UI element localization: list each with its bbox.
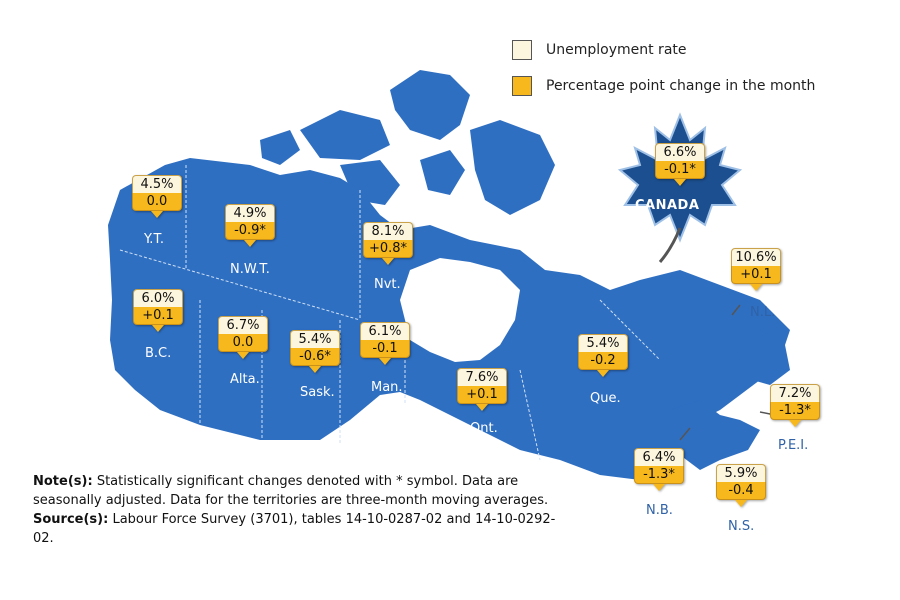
badge-pointer — [379, 358, 391, 365]
legend-label-rate: Unemployment rate — [546, 42, 687, 58]
badge-change: -0.6* — [290, 348, 340, 366]
label-british-columbia: B.C. — [145, 346, 172, 361]
label-new-brunswick: N.B. — [646, 503, 673, 518]
note-line: Note(s): Statistically significant chang… — [33, 472, 573, 510]
legend-swatch-change — [512, 76, 532, 96]
badge-rate: 6.6% — [655, 143, 705, 161]
arctic-island-5 — [260, 130, 300, 165]
badge-rate: 10.6% — [731, 248, 781, 266]
badge-pointer — [597, 370, 609, 377]
badge-rate: 7.2% — [770, 384, 820, 402]
arctic-island-1 — [300, 110, 390, 160]
label-alberta: Alta. — [230, 372, 260, 387]
badge-change: +0.1 — [133, 307, 183, 325]
note-heading: Note(s): — [33, 474, 93, 489]
badge-rate: 8.1% — [363, 222, 413, 240]
badge-pointer — [735, 500, 747, 507]
badge-rate: 5.9% — [716, 464, 766, 482]
badge-pointer — [789, 420, 801, 427]
badge-rate: 4.5% — [132, 175, 182, 193]
badge-pointer — [237, 352, 249, 359]
badge-rate: 5.4% — [578, 334, 628, 352]
label-prince-edward-island: P.E.I. — [778, 438, 809, 453]
badge-rate: 7.6% — [457, 368, 507, 386]
badge-pointer — [476, 404, 488, 411]
badge-rate: 6.1% — [360, 322, 410, 340]
legend-swatch-rate — [512, 40, 532, 60]
badge-pointer — [674, 179, 686, 186]
label-nunavut: Nvt. — [374, 277, 401, 292]
canada-label: CANADA — [635, 198, 700, 213]
label-yukon: Y.T. — [144, 232, 164, 247]
label-northwest-territories: N.W.T. — [230, 262, 270, 277]
badge-rate: 5.4% — [290, 330, 340, 348]
badge-ontario: 7.6% +0.1 — [457, 368, 507, 411]
badge-rate: 4.9% — [225, 204, 275, 222]
badge-change: -0.2 — [578, 352, 628, 370]
arctic-island-2 — [390, 70, 470, 140]
label-manitoba: Man. — [371, 380, 403, 395]
source-text: Labour Force Survey (3701), tables 14-10… — [33, 512, 556, 546]
badge-change: 0.0 — [132, 193, 182, 211]
nl-pointer-line — [731, 304, 741, 316]
badge-pointer — [244, 240, 256, 247]
label-newfoundland-labrador: N.L. — [750, 305, 776, 320]
badge-pointer — [653, 484, 665, 491]
maple-leaf-stem — [658, 227, 682, 263]
badge-change: -0.1* — [655, 161, 705, 179]
badge-rate: 6.7% — [218, 316, 268, 334]
source-heading: Source(s): — [33, 512, 109, 527]
badge-newfoundland-labrador: 10.6% +0.1 — [731, 248, 781, 291]
badge-manitoba: 6.1% -0.1 — [360, 322, 410, 365]
badge-change: -0.4 — [716, 482, 766, 500]
label-quebec: Que. — [590, 391, 621, 406]
nb-pointer-line — [679, 427, 691, 441]
badge-change: +0.8* — [363, 240, 413, 258]
badge-change: 0.0 — [218, 334, 268, 352]
badge-canada: 6.6% -0.1* — [655, 143, 705, 186]
badge-pointer — [750, 284, 762, 291]
source-line: Source(s): Labour Force Survey (3701), t… — [33, 510, 573, 548]
notes-block: Note(s): Statistically significant chang… — [33, 472, 573, 548]
badge-change: +0.1 — [731, 266, 781, 284]
badge-rate: 6.0% — [133, 289, 183, 307]
legend-row-rate: Unemployment rate — [512, 32, 815, 68]
hudson-bay — [400, 258, 520, 362]
maritimes-shape — [670, 400, 760, 470]
legend-label-change: Percentage point change in the month — [546, 78, 816, 94]
badge-nunavut: 8.1% +0.8* — [363, 222, 413, 265]
badge-new-brunswick: 6.4% -1.3* — [634, 448, 684, 491]
badge-pointer — [152, 325, 164, 332]
badge-change: -1.3* — [770, 402, 820, 420]
badge-alberta: 6.7% 0.0 — [218, 316, 268, 359]
badge-change: -1.3* — [634, 466, 684, 484]
newfoundland-shape — [735, 330, 790, 385]
label-nova-scotia: N.S. — [728, 519, 755, 534]
province-borders — [119, 165, 661, 461]
badge-rate: 6.4% — [634, 448, 684, 466]
badge-yukon: 4.5% 0.0 — [132, 175, 182, 218]
badge-quebec: 5.4% -0.2 — [578, 334, 628, 377]
badge-pointer — [151, 211, 163, 218]
badge-change: +0.1 — [457, 386, 507, 404]
badge-pointer — [382, 258, 394, 265]
badge-pointer — [309, 366, 321, 373]
badge-northwest-territories: 4.9% -0.9* — [225, 204, 275, 247]
badge-change: -0.1 — [360, 340, 410, 358]
badge-nova-scotia: 5.9% -0.4 — [716, 464, 766, 507]
badge-saskatchewan: 5.4% -0.6* — [290, 330, 340, 373]
legend-row-change: Percentage point change in the month — [512, 68, 815, 104]
badge-change: -0.9* — [225, 222, 275, 240]
arctic-island-6 — [420, 150, 465, 195]
badge-prince-edward-island: 7.2% -1.3* — [770, 384, 820, 427]
badge-british-columbia: 6.0% +0.1 — [133, 289, 183, 332]
label-ontario: Ont. — [470, 421, 498, 436]
label-saskatchewan: Sask. — [300, 385, 335, 400]
legend: Unemployment rate Percentage point chang… — [512, 32, 815, 104]
arctic-island-3 — [470, 120, 555, 215]
arctic-island-4 — [340, 160, 400, 205]
note-text: Statistically significant changes denote… — [33, 474, 549, 508]
